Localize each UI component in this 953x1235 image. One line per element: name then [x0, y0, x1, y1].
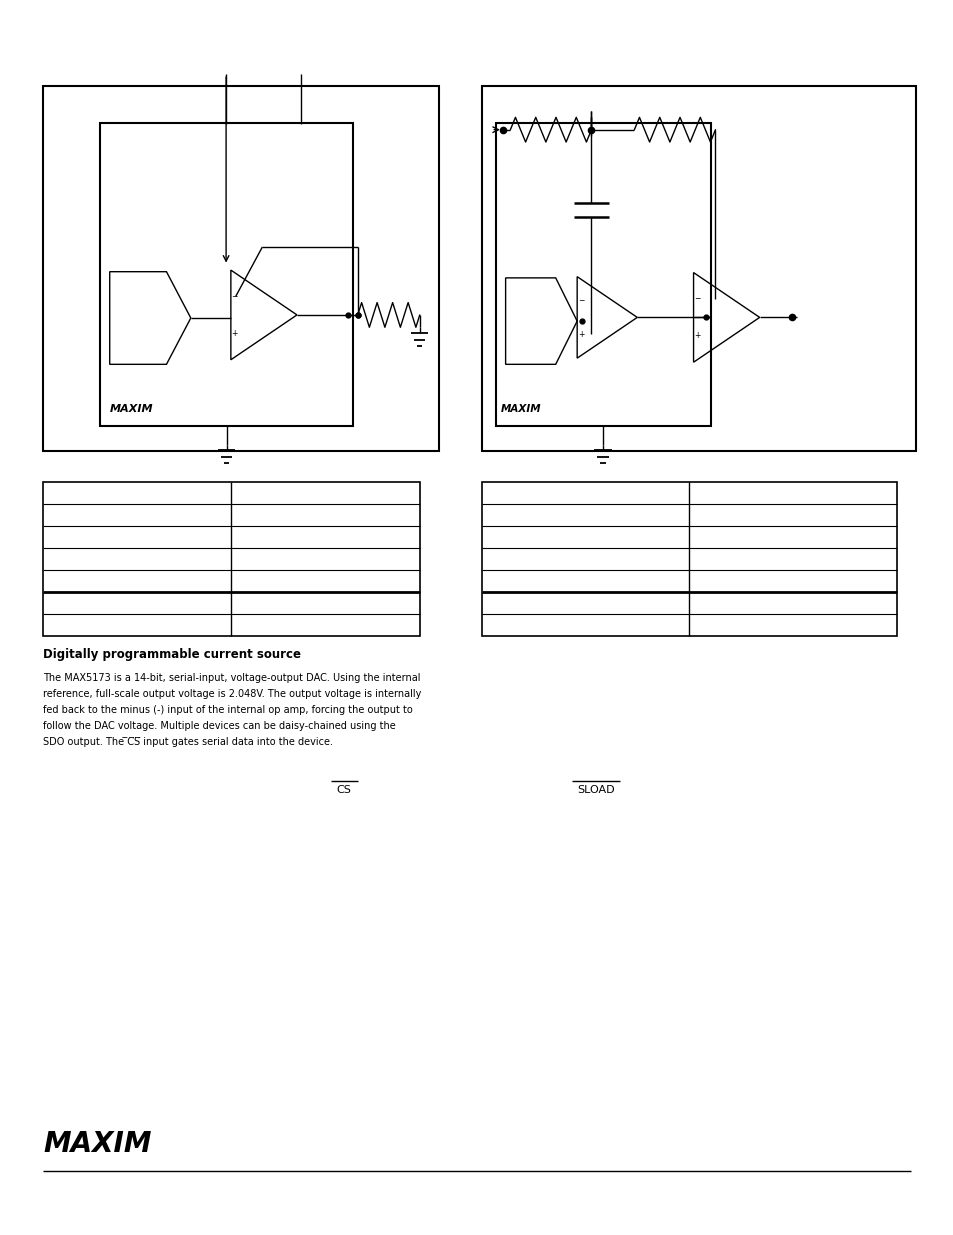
Text: fed back to the minus (-) input of the internal op amp, forcing the output to: fed back to the minus (-) input of the i… — [43, 705, 413, 715]
Text: MAXIM: MAXIM — [500, 404, 541, 414]
Text: −: − — [232, 293, 237, 301]
Text: The MAX5173 is a 14-bit, serial-input, voltage-output DAC. Using the internal: The MAX5173 is a 14-bit, serial-input, v… — [43, 673, 420, 683]
Text: CS: CS — [335, 785, 351, 795]
Text: follow the DAC voltage. Multiple devices can be daisy-chained using the: follow the DAC voltage. Multiple devices… — [43, 721, 395, 731]
Text: reference, full-scale output voltage is 2.048V. The output voltage is internally: reference, full-scale output voltage is … — [43, 689, 421, 699]
Text: −: − — [578, 296, 583, 305]
Bar — [43, 482, 419, 636]
Text: +: + — [578, 330, 583, 338]
Bar — [481, 482, 896, 636]
Bar — [43, 86, 438, 451]
Bar — [481, 86, 915, 451]
Bar — [100, 124, 353, 426]
Text: SDO output. The ̅C̅S̅ input gates serial data into the device.: SDO output. The ̅C̅S̅ input gates serial… — [43, 737, 333, 747]
Text: +: + — [232, 329, 237, 337]
Text: +: + — [694, 331, 700, 340]
Text: Digitally programmable current source: Digitally programmable current source — [43, 648, 300, 662]
Text: MAXIM: MAXIM — [43, 1130, 152, 1158]
Bar — [496, 124, 710, 426]
Text: −: − — [694, 295, 700, 304]
Text: SLOAD: SLOAD — [577, 785, 615, 795]
Text: MAXIM: MAXIM — [110, 404, 153, 414]
